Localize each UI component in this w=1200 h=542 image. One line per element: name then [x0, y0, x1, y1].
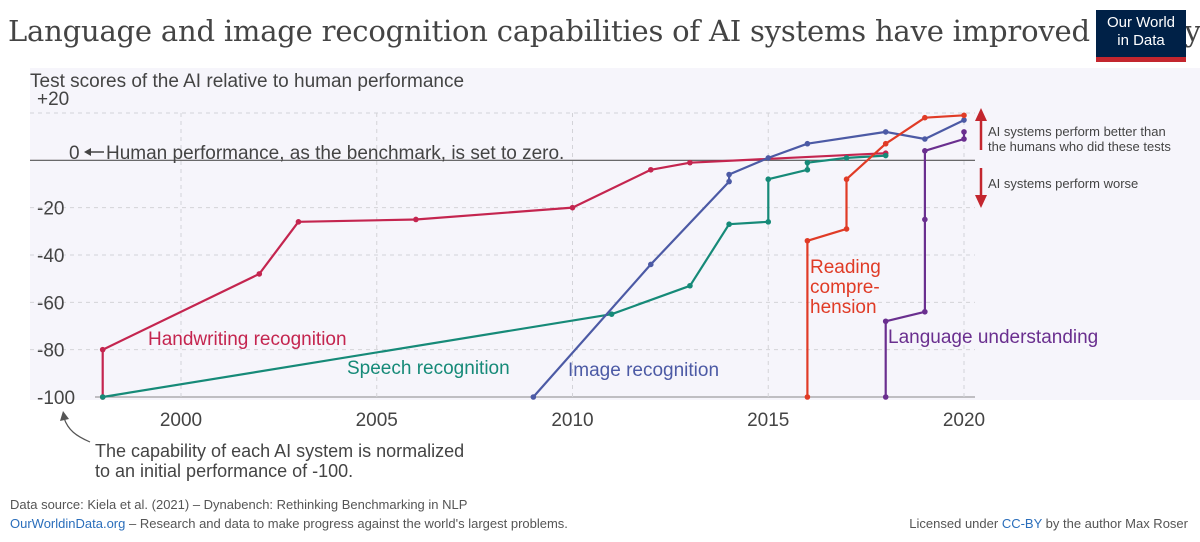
data-point: [843, 155, 850, 161]
data-point: [804, 166, 811, 173]
y-tick-label: -40: [37, 246, 64, 267]
series-labels: Handwriting recognition Speech recogniti…: [148, 257, 1098, 381]
label-language: Language understanding: [888, 327, 1098, 348]
data-point: [413, 216, 419, 223]
zero-tick-label: 0: [69, 143, 80, 164]
site-tagline: – Research and data to make progress aga…: [125, 516, 568, 531]
data-point: [882, 394, 889, 400]
data-point: [922, 148, 928, 154]
series-line: [532, 119, 965, 398]
chart-title: Language and image recognition capabilit…: [8, 14, 1200, 48]
y-tick-label: -20: [37, 199, 64, 220]
label-image: Image recognition: [568, 360, 719, 381]
data-point: [961, 117, 967, 123]
data-point: [726, 221, 732, 228]
annotation-better-1: AI systems perform better than: [988, 124, 1166, 139]
data-point: [530, 394, 537, 400]
data-source: Data source: Kiela et al. (2021) – Dynab…: [10, 497, 468, 512]
annotation-worse: AI systems perform worse: [988, 176, 1138, 191]
data-point: [922, 308, 928, 315]
y-tick-labels: +20 -20 -40 -60 -80 -100: [37, 89, 75, 409]
license-prefix: Licensed under: [909, 516, 1002, 531]
x-tick-labels: 2000 2005 2010 2015 2020: [160, 410, 985, 431]
series-line: [884, 131, 966, 397]
label-reading-2: compre-: [810, 277, 880, 298]
better-arrow-head: [975, 108, 987, 121]
note-arrow-head: [60, 411, 69, 421]
site-link[interactable]: OurWorldinData.org: [10, 516, 126, 531]
label-reading-3: hension: [810, 297, 877, 318]
plot-background: [30, 68, 1200, 400]
data-point: [256, 271, 263, 277]
zero-line-label: Human performance, as the benchmark, is …: [106, 143, 564, 164]
owid-logo[interactable]: Our World in Data: [1096, 10, 1186, 62]
data-point: [99, 346, 106, 353]
data-point: [765, 176, 772, 183]
x-tick-label: 2005: [356, 410, 398, 431]
data-point: [765, 219, 772, 225]
data-point: [922, 114, 928, 121]
data-point: [804, 394, 811, 400]
label-reading-1: Reading: [810, 257, 881, 278]
data-point: [569, 204, 576, 211]
note-line-2: to an initial performance of -100.: [95, 461, 354, 481]
note-curve: [63, 417, 91, 443]
note-line-1: The capability of each AI system is norm…: [95, 441, 465, 461]
data-point: [922, 216, 928, 223]
site-credit: OurWorldinData.org – Research and data t…: [10, 516, 568, 531]
x-tick-label: 2015: [747, 410, 789, 431]
data-point: [726, 171, 732, 178]
license-link[interactable]: CC-BY: [1001, 516, 1043, 531]
data-point: [726, 178, 732, 185]
y-tick-label: -60: [37, 293, 64, 314]
performance-annotations: AI systems perform better than the human…: [975, 108, 1171, 208]
y-tick-label: -80: [37, 341, 64, 362]
worse-arrow-head: [975, 195, 987, 208]
y-axis-label: Test scores of the AI relative to human …: [30, 71, 464, 92]
zero-note-arrow-head: [84, 148, 91, 156]
data-point: [882, 152, 889, 159]
data-point: [922, 136, 928, 142]
data-point: [843, 176, 850, 183]
data-point: [882, 129, 889, 135]
series-line: [102, 154, 886, 399]
license-suffix: by the author Max Roser: [1042, 516, 1188, 531]
data-point: [687, 282, 693, 289]
x-tick-label: 2020: [943, 410, 985, 431]
data-point: [882, 140, 889, 147]
data-point: [687, 159, 693, 166]
normalization-note: The capability of each AI system is norm…: [95, 441, 464, 481]
data-point: [961, 112, 967, 119]
data-point: [882, 318, 889, 325]
data-point: [804, 237, 811, 244]
license-credit: Licensed under CC-BY by the author Max R…: [909, 516, 1188, 531]
data-point: [961, 136, 967, 142]
logo-text: Our World in Data: [1096, 14, 1186, 50]
data-point: [99, 394, 106, 400]
data-point: [648, 261, 654, 268]
logo-line-1: Our World: [1106, 14, 1176, 31]
x-tick-label: 2010: [551, 410, 593, 431]
logo-accent-bar: [1096, 57, 1186, 62]
data-point: [843, 226, 850, 232]
label-handwriting: Handwriting recognition: [148, 329, 347, 350]
series-lines: [99, 112, 967, 400]
y-tick-label: +20: [37, 89, 69, 110]
logo-line-2: in Data: [1117, 32, 1165, 49]
data-point: [961, 129, 967, 135]
data-point: [295, 219, 302, 225]
data-point: [648, 166, 654, 173]
y-tick-label: -100: [37, 388, 75, 409]
zero-line-annotation: 0 Human performance, as the benchmark, i…: [69, 143, 564, 164]
label-speech: Speech recognition: [347, 358, 510, 379]
annotation-better-2: the humans who did these tests: [988, 139, 1171, 154]
data-point: [804, 140, 811, 147]
data-point: [765, 155, 772, 161]
data-point: [608, 311, 615, 317]
data-point: [804, 159, 811, 166]
x-tick-label: 2000: [160, 410, 202, 431]
